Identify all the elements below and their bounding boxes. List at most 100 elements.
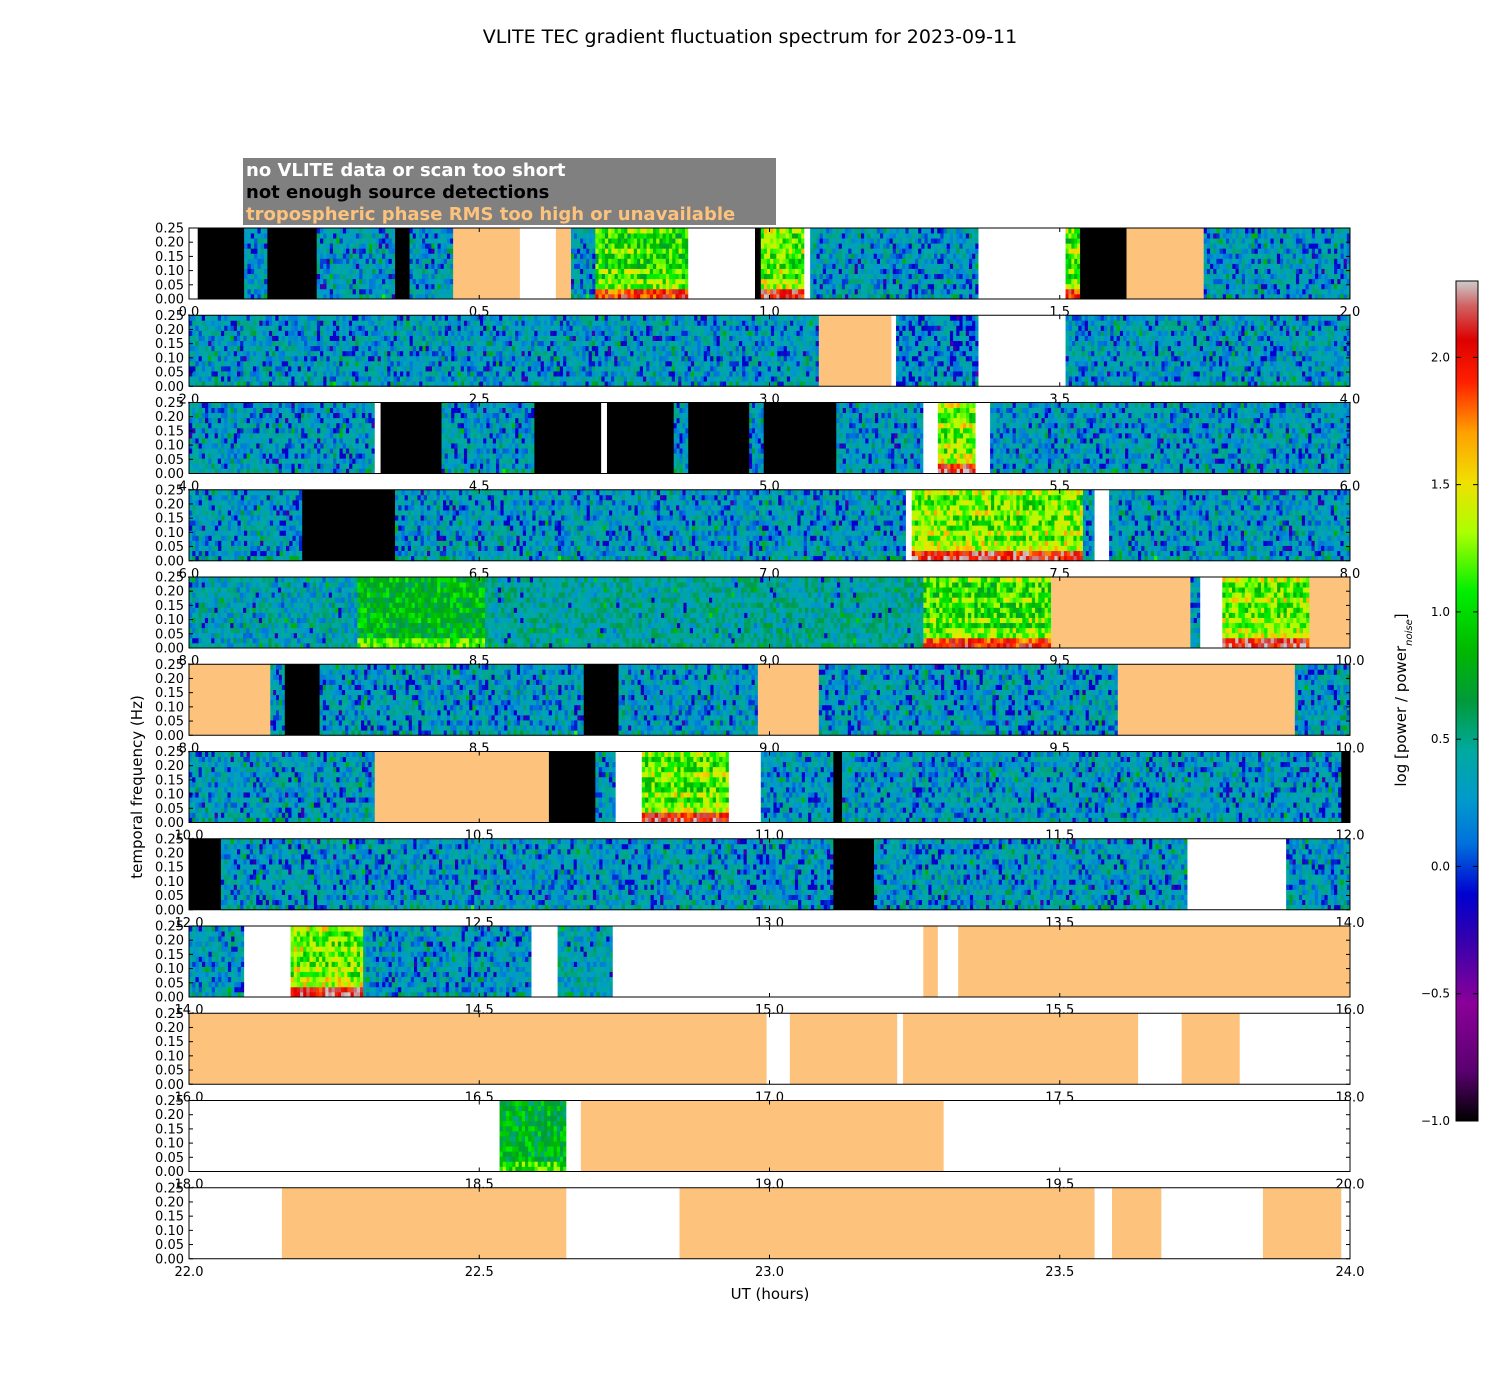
spectrum-cell [307, 320, 311, 326]
spectrum-cell [540, 355, 545, 362]
spectrum-cell [214, 355, 219, 362]
spectrum-cell [617, 238, 622, 244]
spectrum-cell [508, 355, 513, 362]
spectrum-cell [798, 288, 802, 295]
spectrum-cell [342, 325, 347, 331]
spectrum-cell [965, 263, 970, 269]
spectrum-cell [639, 371, 644, 377]
spectrum-cell [678, 263, 683, 269]
spectrum-cell [776, 253, 780, 259]
spectrum-cell [428, 233, 432, 239]
spectrum-cell [773, 293, 777, 300]
spectrum-cell [927, 283, 932, 290]
spectrum-cell [224, 355, 228, 362]
spectrum-cell [1219, 233, 1224, 239]
spectrum-cell [361, 330, 366, 336]
spectrum-cell [819, 238, 824, 244]
spectrum-cell [592, 288, 596, 295]
spectrum-cell [440, 238, 445, 244]
spectrum-cell [1324, 273, 1329, 280]
spectrum-cell [956, 293, 960, 300]
spectrum-cell [860, 253, 865, 259]
spectrum-cell [582, 325, 586, 331]
spectrum-cell [243, 325, 247, 331]
spectrum-cell [867, 253, 871, 259]
spectrum-cell [446, 243, 451, 249]
spectrum-cell [257, 258, 262, 264]
spectrum-cell [556, 345, 561, 352]
spectrum-cell [652, 330, 657, 336]
spectrum-cell [382, 233, 386, 239]
spectrum-cell [1334, 293, 1338, 300]
spectrum-cell [1340, 248, 1345, 254]
spectrum-cell [580, 283, 584, 290]
spectrum-cell [380, 320, 385, 326]
spectrum-cell [284, 381, 289, 387]
spectrum-cell [250, 263, 255, 269]
spectrum-cell [326, 345, 331, 352]
spectrum-cell [374, 345, 379, 352]
spectrum-cell [339, 350, 343, 357]
spectrum-cell [586, 293, 590, 300]
spectrum-cell [675, 248, 680, 254]
spectrum-cell [406, 320, 411, 326]
spectrum-cell [288, 355, 292, 362]
spectrum-cell [479, 376, 484, 382]
spectrum-cell [372, 273, 376, 280]
spectrum-cell [495, 340, 500, 347]
spectrum-cell [1311, 268, 1316, 275]
spectrum-cell [342, 330, 347, 336]
spectrum-cell [384, 330, 388, 336]
spectrum-cell [1077, 288, 1081, 295]
spectrum-cell [1273, 278, 1278, 285]
spectrum-cell [1245, 228, 1249, 234]
spectrum-cell [675, 263, 680, 269]
spectrum-cell [250, 258, 255, 264]
spectrum-cell [391, 278, 396, 285]
spectrum-cell [946, 258, 951, 264]
spectrum-cell [531, 381, 535, 387]
spectrum-cell [956, 248, 960, 254]
spectrum-cell [336, 350, 340, 357]
spectrum-cell [486, 371, 490, 377]
spectrum-cell [905, 233, 910, 239]
spectrum-cell [352, 340, 356, 347]
spectrum-cell [630, 315, 634, 321]
spectrum-cell [537, 371, 542, 377]
spectrum-cell [608, 233, 612, 239]
spectrum-cell [264, 273, 268, 280]
spectrum-cell [316, 360, 321, 367]
spectrum-cell [254, 263, 258, 269]
spectrum-cell [346, 288, 350, 295]
spectrum-cell [1254, 268, 1259, 275]
spectrum-cell [801, 238, 805, 244]
spectrum-cell [1216, 263, 1221, 269]
spectrum-cell [437, 238, 442, 244]
spectrum-cell [639, 320, 644, 326]
spectrum-cell [1299, 293, 1303, 300]
spectrum-cell [643, 253, 647, 259]
spectrum-cell [352, 293, 357, 300]
spectrum-cell [431, 340, 436, 347]
spectrum-cell [662, 355, 666, 362]
spectrum-cell [320, 340, 324, 347]
spectrum-cell [534, 371, 538, 377]
spectrum-cell [946, 238, 951, 244]
spectrum-cell [826, 293, 830, 300]
spectrum-cell [527, 381, 532, 387]
spectrum-cell [662, 371, 666, 377]
spectrum-cell [431, 350, 436, 357]
spectrum-cell [773, 288, 777, 295]
spectrum-cell [431, 365, 436, 372]
spectrum-cell [265, 371, 270, 377]
spectrum-cell [1276, 253, 1281, 259]
spectrum-cell [339, 365, 343, 372]
spectrum-cell [1308, 293, 1313, 300]
spectrum-cell [382, 283, 386, 290]
spectrum-cell [443, 228, 448, 234]
spectrum-cell [211, 371, 215, 377]
spectrum-cell [845, 268, 849, 275]
spectrum-cell [598, 253, 603, 259]
spectrum-cell [566, 320, 570, 326]
spectrum-cell [257, 293, 262, 300]
